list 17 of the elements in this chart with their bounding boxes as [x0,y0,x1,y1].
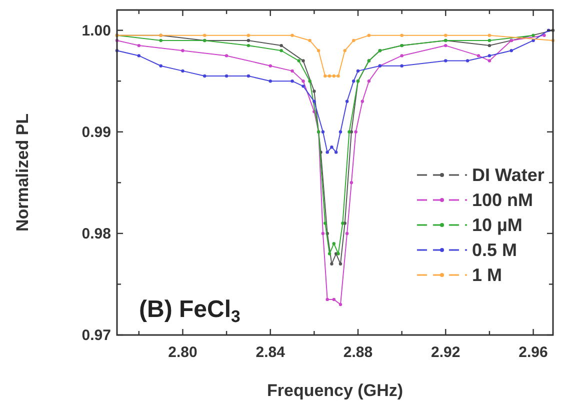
x-tick-label: 2.92 [431,344,460,361]
x-axis-title: Frequency (GHz) [266,381,404,400]
y-tick-label: 1.00 [82,22,111,40]
x-tick-label: 2.88 [343,344,373,361]
y-tick-label: 0.99 [82,124,111,141]
y-axis-title: Normalized PL [13,113,32,232]
x-tick-label: 2.84 [256,344,286,361]
legend-label: DI Water [472,165,544,185]
legend-label: 1 M [472,265,502,285]
annotation: (B) FeCl$_{3}$ [139,296,240,326]
y-tick-label: 0.98 [82,225,111,242]
x-tick-label: 2.80 [168,344,198,361]
legend-label: 0.5 M [472,240,518,260]
y-tick-label: 0.97 [82,327,111,344]
x-tick-label: 2.96 [518,344,548,361]
legend-label: 100 nM [472,190,534,210]
legend-label: 10 µM [472,215,522,235]
